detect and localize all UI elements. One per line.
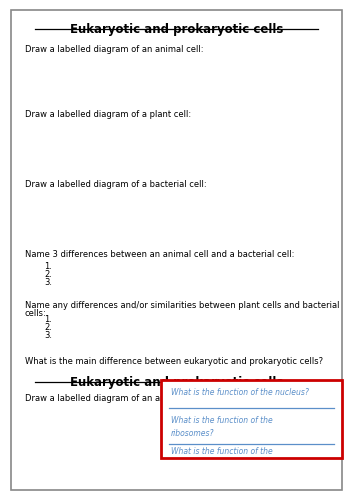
Text: 1.: 1. xyxy=(44,315,52,324)
FancyBboxPatch shape xyxy=(161,380,342,458)
Text: What is the function of the: What is the function of the xyxy=(171,416,273,425)
Text: Draw a labelled diagram of an animal ce: Draw a labelled diagram of an animal ce xyxy=(25,394,196,403)
Text: Draw a labelled diagram of a bacterial cell:: Draw a labelled diagram of a bacterial c… xyxy=(25,180,207,189)
Text: Draw a labelled diagram of an animal cell:: Draw a labelled diagram of an animal cel… xyxy=(25,45,203,54)
Text: What is the function of the nucleus?: What is the function of the nucleus? xyxy=(171,388,309,398)
Text: ribosomes?: ribosomes? xyxy=(171,428,215,438)
FancyBboxPatch shape xyxy=(11,10,342,490)
Text: Name any differences and/or similarities between plant cells and bacterial: Name any differences and/or similarities… xyxy=(25,301,339,310)
Text: 3.: 3. xyxy=(44,278,52,287)
Text: What is the main difference between eukaryotic and prokaryotic cells?: What is the main difference between euka… xyxy=(25,357,323,366)
Text: 3.: 3. xyxy=(44,331,52,340)
Text: Draw a labelled diagram of a plant cell:: Draw a labelled diagram of a plant cell: xyxy=(25,110,191,119)
Text: Eukaryotic and prokaryotic cells: Eukaryotic and prokaryotic cells xyxy=(70,376,283,389)
Text: Name 3 differences between an animal cell and a bacterial cell:: Name 3 differences between an animal cel… xyxy=(25,250,294,259)
Text: 1.: 1. xyxy=(44,262,52,271)
Text: What is the function of the: What is the function of the xyxy=(171,447,273,456)
Text: 2.: 2. xyxy=(44,323,52,332)
Text: cells:: cells: xyxy=(25,309,47,318)
Text: Eukaryotic and prokaryotic cells: Eukaryotic and prokaryotic cells xyxy=(70,22,283,36)
Text: 2.: 2. xyxy=(44,270,52,279)
